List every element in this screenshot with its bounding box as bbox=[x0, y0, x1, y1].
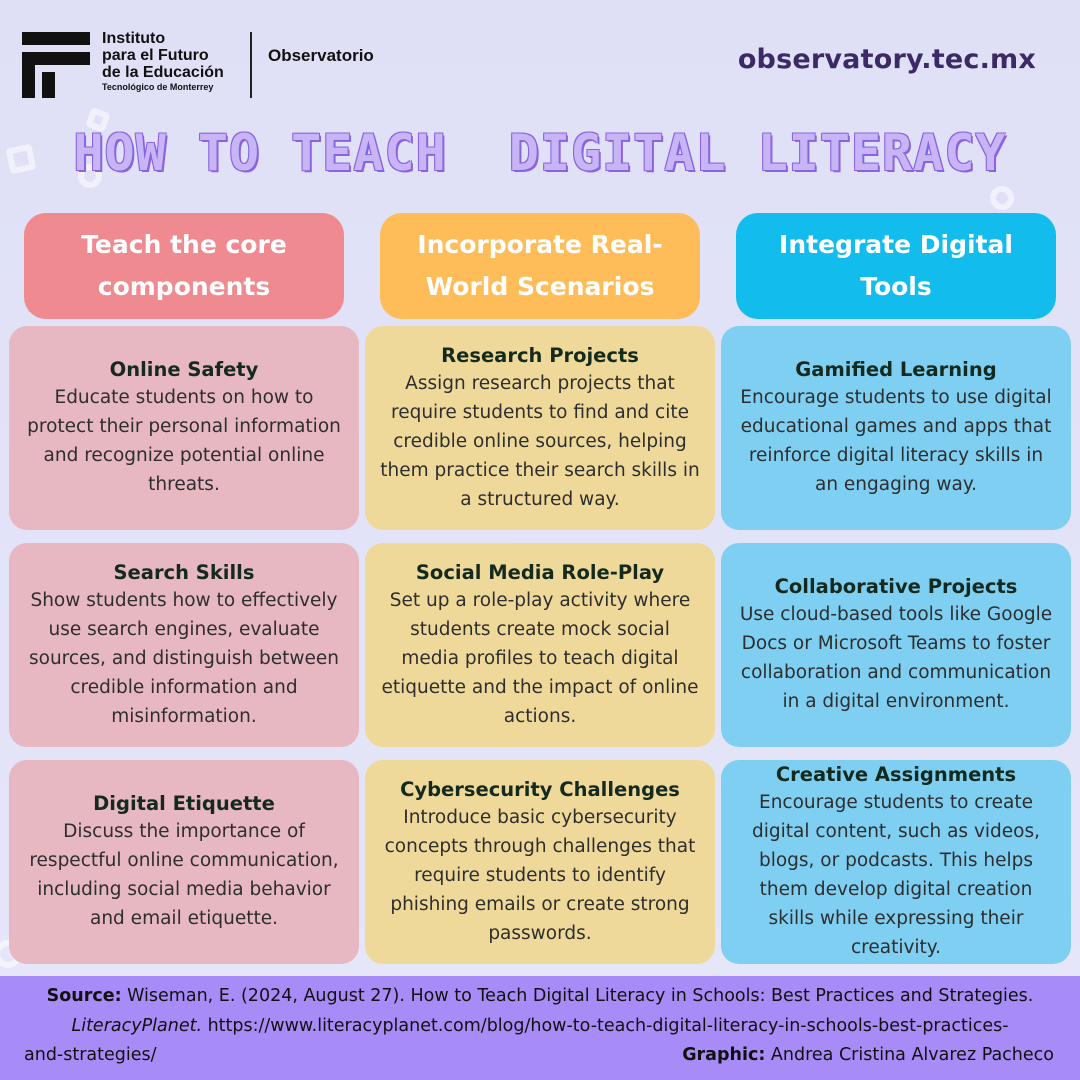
brand-divider bbox=[250, 32, 252, 98]
card-title: Gamified Learning bbox=[795, 358, 997, 381]
card-title: Collaborative Projects bbox=[774, 575, 1018, 598]
card-title: Digital Etiquette bbox=[93, 792, 275, 815]
card-title: Creative Assignments bbox=[775, 763, 1017, 786]
brand-line: de la Educación bbox=[102, 64, 224, 81]
tec-logo-icon bbox=[22, 32, 90, 98]
card-search-skills: Search Skills Show students how to effec… bbox=[9, 543, 359, 747]
brand-section: Observatorio bbox=[268, 46, 374, 65]
card-cybersecurity-challenges: Cybersecurity Challenges Introduce basic… bbox=[365, 760, 715, 964]
card-body: Encourage students to create digital con… bbox=[751, 792, 1040, 958]
card-research-projects: Research Projects Assign research projec… bbox=[365, 326, 715, 530]
graphic-credit: Graphic: Andrea Cristina Alvarez Pacheco bbox=[682, 1041, 1054, 1071]
card-title: Search Skills bbox=[113, 560, 255, 584]
card-body: Set up a role-play activity where studen… bbox=[381, 589, 699, 727]
source-url[interactable]: https://www.literacyplanet.com/blog/how-… bbox=[202, 1015, 1009, 1036]
source-line: Source: Wiseman, E. (2024, August 27). H… bbox=[8, 982, 1072, 1012]
card-title: Social Media Role-Play bbox=[415, 560, 665, 584]
column-heading-tools: Integrate Digital Tools bbox=[736, 213, 1056, 319]
card-body: Assign research projects that require st… bbox=[380, 372, 700, 510]
brand-line: para el Futuro bbox=[102, 47, 209, 64]
card-body: Use cloud-based tools like Google Docs o… bbox=[739, 604, 1053, 712]
graphic-label: Graphic: bbox=[682, 1045, 766, 1065]
card-body: Discuss the importance of respectful onl… bbox=[29, 821, 339, 929]
decorative-circle bbox=[78, 164, 102, 188]
column-heading-label: Incorporate Real-World Scenarios bbox=[417, 230, 663, 301]
card-gamified-learning: Gamified Learning Encourage students to … bbox=[721, 326, 1071, 530]
brand-subtitle: Tecnológico de Monterrey bbox=[102, 82, 214, 92]
card-body: Encourage students to use digital educat… bbox=[740, 387, 1052, 495]
graphic-author: Andrea Cristina Alvarez Pacheco bbox=[765, 1045, 1054, 1065]
card-title: Research Projects bbox=[441, 343, 639, 367]
card-body: Introduce basic cybersecurity concepts t… bbox=[384, 806, 696, 944]
card-online-safety: Online Safety Educate students on how to… bbox=[9, 326, 359, 530]
column-heading-label: Teach the core components bbox=[81, 230, 287, 301]
card-body: Show students how to effectively use sea… bbox=[28, 589, 339, 727]
card-body: Educate students on how to protect their… bbox=[27, 387, 341, 495]
brand-line: Instituto bbox=[102, 30, 166, 47]
card-title: Cybersecurity Challenges bbox=[400, 777, 680, 801]
column-heading-core: Teach the core components bbox=[24, 213, 344, 319]
card-social-media-role-play: Social Media Role-Play Set up a role-pla… bbox=[365, 543, 715, 747]
card-creative-assignments: Creative Assignments Encourage students … bbox=[721, 760, 1071, 964]
card-title: Online Safety bbox=[109, 358, 259, 381]
page-title: HOW TO TEACH DIGITAL LITERACY bbox=[73, 124, 1007, 182]
source-text: Wiseman, E. (2024, August 27). How to Te… bbox=[121, 986, 1034, 1006]
source-url-continued[interactable]: and-strategies/ bbox=[24, 1045, 157, 1065]
card-digital-etiquette: Digital Etiquette Discuss the importance… bbox=[9, 760, 359, 964]
source-url-line: LiteracyPlanet. https://www.literacyplan… bbox=[8, 1012, 1072, 1042]
source-footer: Source: Wiseman, E. (2024, August 27). H… bbox=[0, 976, 1080, 1080]
column-heading-label: Integrate Digital Tools bbox=[779, 230, 1013, 301]
source-publication: LiteracyPlanet. bbox=[71, 1015, 203, 1036]
footer-last-line: and-strategies/ Graphic: Andrea Cristina… bbox=[8, 1041, 1072, 1071]
column-heading-scenarios: Incorporate Real-World Scenarios bbox=[380, 213, 700, 319]
card-collaborative-projects: Collaborative Projects Use cloud-based t… bbox=[721, 543, 1071, 747]
source-label: Source: bbox=[46, 986, 122, 1006]
site-url[interactable]: observatory.tec.mx bbox=[737, 44, 1036, 75]
brand-name: Instituto para el Futuro de la Educación… bbox=[102, 30, 242, 93]
decorative-circle bbox=[990, 186, 1014, 210]
